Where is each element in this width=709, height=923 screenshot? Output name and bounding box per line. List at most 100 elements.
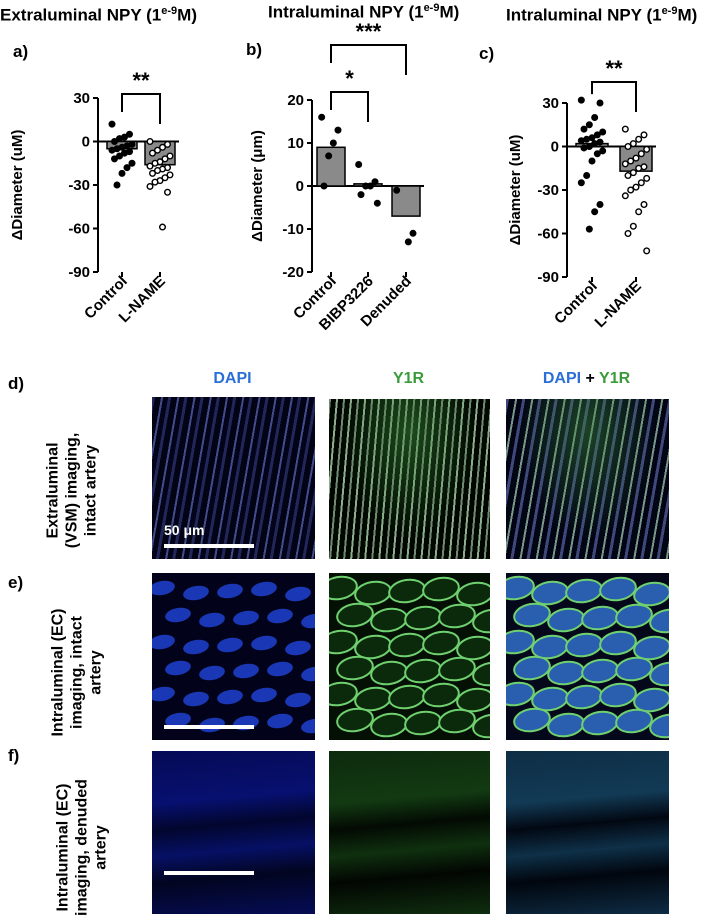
data-point — [580, 125, 588, 133]
nucleus — [267, 608, 293, 624]
data-point — [583, 171, 591, 179]
cell-outline — [438, 708, 476, 734]
data-point — [158, 143, 166, 151]
cell-outline — [404, 710, 442, 736]
cell-outline — [506, 575, 535, 601]
significance-stars: * — [345, 66, 354, 91]
nucleus — [301, 613, 315, 629]
cell-outline — [404, 658, 442, 684]
nucleus — [165, 660, 191, 676]
panel-b-label: b) — [246, 40, 263, 59]
image-e-dapi — [152, 573, 315, 740]
data-point — [621, 192, 629, 200]
scale-bar-label: 50 μm — [164, 522, 205, 538]
data-point — [118, 169, 126, 177]
significance-bracket — [121, 93, 161, 124]
panel-b-title: Intraluminal NPY (1e-9M) — [268, 2, 460, 22]
nucleus — [152, 634, 175, 650]
data-point — [580, 144, 588, 152]
y-tick-label: -10 — [282, 221, 304, 238]
nucleus — [183, 639, 209, 655]
image-f-y1r — [329, 751, 490, 914]
data-point — [113, 181, 121, 189]
cell-outline — [599, 630, 637, 656]
cell-outline — [506, 681, 535, 707]
data-point — [599, 128, 607, 136]
data-point — [593, 150, 601, 158]
cell-outline — [547, 660, 585, 686]
row-e-label: e) — [8, 573, 24, 592]
cell-outline — [329, 629, 358, 655]
cell-outline — [456, 635, 490, 661]
data-point — [577, 137, 585, 145]
data-point — [120, 149, 128, 157]
cell-outline — [649, 661, 669, 687]
data-point — [637, 150, 645, 158]
data-point — [632, 183, 640, 191]
data-point — [640, 131, 648, 139]
y-tick-label: -30 — [537, 182, 559, 199]
panel-a-title: Extraluminal NPY (1e-9M) — [0, 5, 197, 25]
data-point — [624, 229, 632, 237]
cell-outline — [329, 681, 358, 707]
data-point — [125, 130, 133, 138]
y-tick-label: 30 — [73, 90, 90, 107]
cell-outline — [633, 687, 669, 713]
y-tick-label: 0 — [551, 139, 559, 156]
row-d-description: Extraluminal (VSM) imaging, intact arter… — [44, 432, 100, 549]
data-point — [148, 169, 156, 177]
data-point — [409, 229, 417, 237]
cell-outline — [370, 712, 408, 738]
data-point — [585, 225, 593, 233]
data-point — [161, 174, 169, 182]
data-point — [591, 113, 599, 121]
y-tick-label: 30 — [542, 95, 559, 112]
data-point — [166, 152, 174, 160]
data-point — [362, 182, 370, 190]
nucleus — [301, 718, 315, 734]
data-point — [577, 179, 585, 187]
cell-outline — [438, 656, 476, 682]
cell-outline — [547, 712, 585, 738]
cell-outline — [329, 575, 358, 601]
cell-outline — [547, 607, 585, 633]
data-point — [123, 164, 131, 172]
data-point — [153, 166, 161, 174]
panel-c-title: Intraluminal NPY (1e-9M) — [506, 5, 698, 25]
cell-outline — [404, 605, 442, 631]
image-d-merged — [506, 399, 669, 559]
data-point — [163, 140, 171, 148]
y-tick-label: -30 — [68, 177, 90, 194]
data-point — [115, 152, 123, 160]
cell-outline — [581, 605, 619, 631]
cell-outline — [649, 608, 669, 634]
y-tick-label: 10 — [287, 135, 304, 152]
data-point — [371, 178, 379, 186]
image-f-merged — [506, 751, 669, 914]
data-point — [151, 178, 159, 186]
y-axis-label: ΔDiameter (uM) — [507, 135, 524, 246]
data-point — [629, 140, 637, 148]
cell-outline — [472, 608, 490, 634]
cell-outline — [422, 682, 460, 708]
nucleus — [152, 580, 175, 596]
cell-outline — [581, 658, 619, 684]
data-point — [161, 155, 169, 163]
cell-outline — [565, 632, 603, 658]
data-point — [640, 200, 648, 208]
data-point — [166, 171, 174, 179]
data-point — [643, 145, 651, 153]
data-point — [146, 162, 154, 170]
cell-outline — [370, 607, 408, 633]
data-point — [621, 125, 629, 133]
x-tick-label: L-NAME — [592, 278, 645, 331]
row-e-description: Intraluminal (EC) imaging, intact artery — [49, 608, 105, 737]
cell-outline — [336, 655, 374, 681]
data-point — [637, 179, 645, 187]
data-point — [325, 152, 333, 160]
bar — [316, 146, 346, 187]
nucleus — [251, 635, 277, 651]
nucleus — [285, 692, 311, 708]
image-d-dapi: 50 μm — [152, 397, 315, 559]
data-point — [404, 238, 412, 246]
